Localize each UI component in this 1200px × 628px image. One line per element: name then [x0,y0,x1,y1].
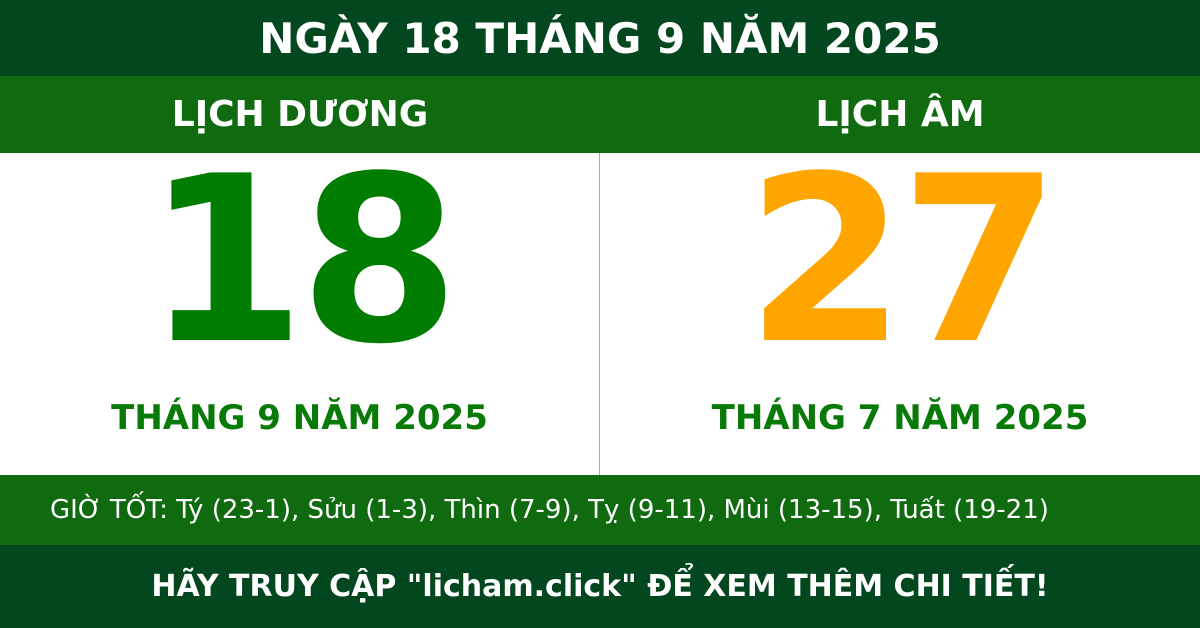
lunar-day: 27 [745,128,1060,395]
calendar-body: 18 THÁNG 9 NĂM 2025 27 THÁNG 7 NĂM 2025 [0,141,1200,475]
solar-calendar-label: LỊCH DƯƠNG [171,94,429,135]
good-hours: GIỜ TỐT: Tý (23-1), Sửu (1-3), Thìn (7-9… [0,475,1200,545]
solar-panel: 18 THÁNG 9 NĂM 2025 [0,141,600,475]
footer-cta: HÃY TRUY CẬP "licham.click" ĐỂ XEM THÊM … [0,545,1200,628]
solar-month-year: THÁNG 9 NĂM 2025 [111,398,488,438]
lunar-month-year: THÁNG 7 NĂM 2025 [711,398,1089,438]
page-title: NGÀY 18 THÁNG 9 NĂM 2025 [0,0,1200,76]
solar-day: 18 [145,128,459,395]
calendar-headers: LỊCH DƯƠNG LỊCH ÂM [0,76,1200,153]
lunar-panel: 27 THÁNG 7 NĂM 2025 [600,141,1200,475]
lunar-calendar-label: LỊCH ÂM [815,94,985,135]
